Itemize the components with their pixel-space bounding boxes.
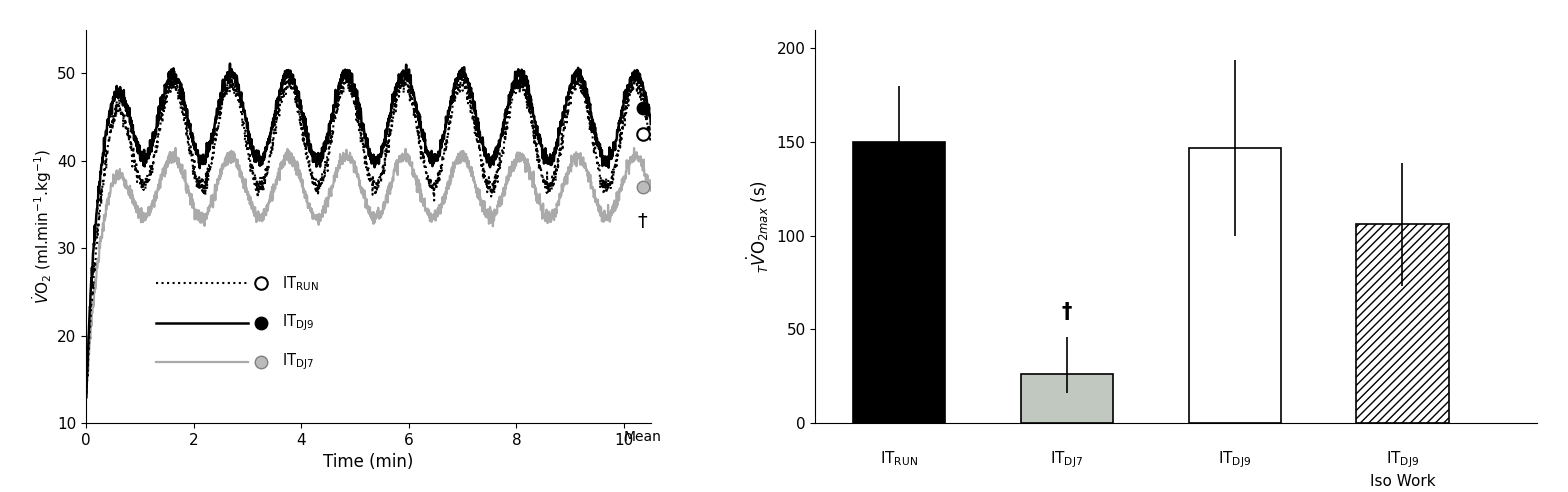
Y-axis label: $\dot{V}$O$_2$ (ml.min$^{-1}$.kg$^{-1}$): $\dot{V}$O$_2$ (ml.min$^{-1}$.kg$^{-1}$) xyxy=(30,149,55,304)
Text: IT$_{\mathregular{RUN}}$: IT$_{\mathregular{RUN}}$ xyxy=(880,449,919,468)
Text: IT$_{\mathregular{DJ7}}$: IT$_{\mathregular{DJ7}}$ xyxy=(1051,449,1083,470)
Text: IT$_{\mathregular{DJ9}}$: IT$_{\mathregular{DJ9}}$ xyxy=(1218,449,1251,470)
Text: †: † xyxy=(1062,302,1073,322)
Text: IT$_{\mathregular{RUN}}$: IT$_{\mathregular{RUN}}$ xyxy=(282,274,320,293)
Text: IT$_{\mathregular{DJ9}}$: IT$_{\mathregular{DJ9}}$ xyxy=(1386,449,1419,470)
X-axis label: Time (min): Time (min) xyxy=(323,454,414,471)
Text: Mean: Mean xyxy=(624,430,662,444)
Text: IT$_{\mathregular{DJ7}}$: IT$_{\mathregular{DJ7}}$ xyxy=(282,352,315,372)
Bar xyxy=(1021,374,1113,423)
Text: †: † xyxy=(638,213,648,231)
Bar xyxy=(1189,148,1281,423)
Text: IT$_{\mathregular{DJ9}}$: IT$_{\mathregular{DJ9}}$ xyxy=(282,312,315,333)
Text: Iso Work: Iso Work xyxy=(1369,474,1435,489)
Bar xyxy=(1356,224,1449,423)
Bar xyxy=(853,142,946,423)
Y-axis label: $_{T}\dot{V}$O$_{2max}$ (s): $_{T}\dot{V}$O$_{2max}$ (s) xyxy=(745,180,771,273)
